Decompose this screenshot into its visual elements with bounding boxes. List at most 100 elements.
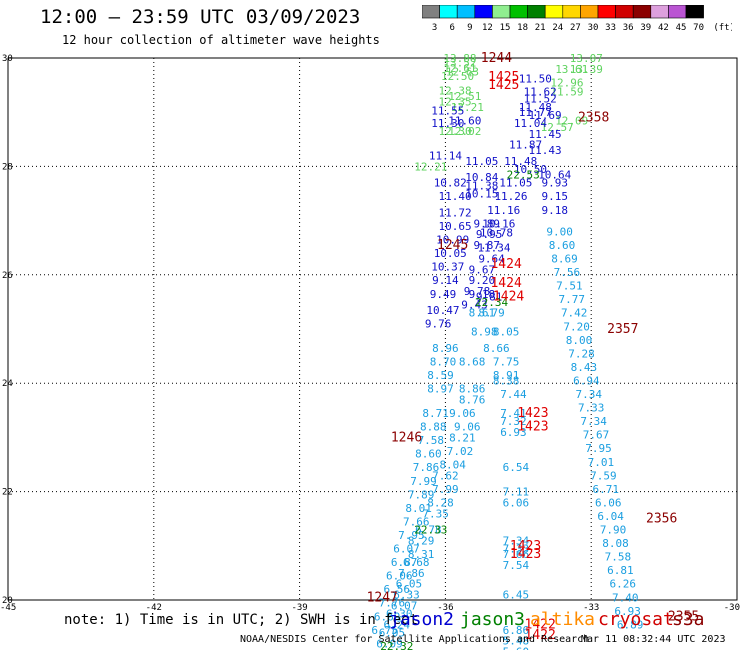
y-tick-label: 28 xyxy=(2,162,13,172)
wave-height-label: 12.51 xyxy=(448,90,481,103)
wave-height-label: 12.35 xyxy=(439,95,472,108)
wave-height-label: 7.67 xyxy=(583,429,610,442)
wave-height-label: 9.15 xyxy=(542,190,569,203)
wave-height-label: 8.98 xyxy=(471,326,498,339)
wave-height-label: 8.88 xyxy=(420,421,447,434)
wave-height-label: 7.58 xyxy=(605,551,632,564)
wave-height-label: 12.96 xyxy=(550,76,583,89)
legend-s3a: s3a xyxy=(672,609,705,630)
wave-height-label: 6.06 xyxy=(386,570,413,583)
wave-height-label: 6.30 xyxy=(386,608,413,621)
wave-height-label: 8.76 xyxy=(459,393,486,406)
wave-height-label: 6.33 xyxy=(393,589,420,602)
pass-time-label: 1422 xyxy=(525,617,556,632)
wave-height-label: 8.69 xyxy=(551,253,578,266)
wave-height-label: 6.26 xyxy=(610,578,637,591)
wave-height-label: 8.38 xyxy=(493,374,520,387)
wave-height-label: 6.89 xyxy=(617,618,644,631)
colorbar-level-label: 18 xyxy=(517,23,528,33)
colorbar-level-label: (ft) xyxy=(713,23,732,33)
wave-height-label: 7.95 xyxy=(585,442,612,455)
x-tick-label: -39 xyxy=(291,603,307,613)
wave-height-label: 9.87 xyxy=(473,239,500,252)
wave-height-label: 11.50 xyxy=(519,73,552,86)
plot-frame xyxy=(7,57,738,601)
colorbar-level-label: 27 xyxy=(570,23,581,33)
colorbar-level-label: 70 xyxy=(693,23,704,33)
colorbar-level-label: 9 xyxy=(467,23,472,33)
wave-height-label: 8.28 xyxy=(427,496,454,509)
pass-time-label: 2357 xyxy=(607,322,638,337)
x-tick-label: -33 xyxy=(583,603,599,613)
wave-height-label: 7.01 xyxy=(588,456,615,469)
pass-time-label: 2358 xyxy=(578,111,609,126)
wave-height-label: 7.89 xyxy=(408,488,435,501)
pass-time-label: 1244 xyxy=(481,51,512,66)
wave-height-label: 7.77 xyxy=(559,293,586,306)
wave-height-label: 10.37 xyxy=(431,261,464,274)
wave-height-label: 6.06 xyxy=(595,496,622,509)
wave-height-label: 8.21 xyxy=(449,431,476,444)
wave-height-label: 7.99 xyxy=(410,475,437,488)
wave-height-label: 7.62 xyxy=(432,469,459,482)
wave-height-label: 6.93 xyxy=(500,426,527,439)
wave-height-label: 7.54 xyxy=(503,559,530,572)
chart-title: 12:00 — 23:59 UTC 03/09/2023 xyxy=(40,6,361,28)
wave-height-label: 12.50 xyxy=(441,70,474,83)
wave-height-label: 9.93 xyxy=(542,177,569,190)
wave-height-label: 6.09 xyxy=(376,637,403,650)
colorbar-level-label: 30 xyxy=(588,23,599,33)
wave-height-label: 8.86 xyxy=(459,383,486,396)
wave-height-label: 13.07 xyxy=(570,52,603,65)
wave-height-label: 6.45 xyxy=(503,589,530,602)
wave-height-label: 8.60 xyxy=(549,239,576,252)
wave-height-label: 11.43 xyxy=(528,144,561,157)
pass-time-label: 1425 xyxy=(488,78,519,93)
wave-height-label: 9.14 xyxy=(432,274,459,287)
wave-height-label: 13.39 xyxy=(570,63,603,76)
y-tick-label: 24 xyxy=(2,379,13,389)
colorbar-level-label: 24 xyxy=(552,23,563,33)
wave-height-label: 8.61 xyxy=(469,307,496,320)
wave-height-label: 9.06 xyxy=(454,421,481,434)
wave-height-label: 6.04 xyxy=(597,510,624,523)
wave-height-label: 11.60 xyxy=(448,114,481,127)
wave-height-label: 7.28 xyxy=(568,347,595,360)
pass-time-label: 2356 xyxy=(646,512,677,527)
wave-height-label: 7.35 xyxy=(422,507,449,520)
colorbar-level-label: 33 xyxy=(605,23,616,33)
pass-time-label: 1422 xyxy=(525,628,556,643)
wave-height-label: 6.69 xyxy=(374,610,401,623)
wave-height-label: 7.34 xyxy=(576,388,603,401)
wave-height-label: 13.88 xyxy=(443,52,476,65)
colorbar-level-label: 36 xyxy=(623,23,634,33)
wave-height-label: 6.75 xyxy=(371,624,398,637)
wave-height-label: 11.26 xyxy=(494,190,527,203)
wave-height-label: 9.64 xyxy=(478,253,505,266)
wave-height-label: 7.66 xyxy=(403,515,430,528)
wave-height-label: 9.76 xyxy=(425,318,452,331)
wave-height-label: 6.05 xyxy=(396,578,423,591)
wave-height-label: 9.78 xyxy=(464,285,491,298)
wave-height-label: 7.40 xyxy=(612,591,639,604)
wave-height-label: 7.44 xyxy=(500,388,527,401)
x-tick-label: -30 xyxy=(724,603,740,613)
wave-height-label: 7.90 xyxy=(600,524,627,537)
wave-height-label: 11.55 xyxy=(431,105,464,118)
wave-height-label: 10.64 xyxy=(538,169,571,182)
colorbar-level-label: 42 xyxy=(658,23,669,33)
wave-height-label: 8.66 xyxy=(483,342,510,355)
colorbar-level-label: 45 xyxy=(676,23,687,33)
wave-height-label: 11.04 xyxy=(514,117,547,130)
wave-height-label: 8.08 xyxy=(602,537,629,550)
wave-height-label: 6.68 xyxy=(403,556,430,569)
wave-height-label: 7.11 xyxy=(503,486,530,499)
wave-height-label: 7.86 xyxy=(398,567,425,580)
wave-height-label: 10.99 xyxy=(436,234,469,247)
wave-height-label: 10.16 xyxy=(482,217,515,230)
colorbar-level-label: 6 xyxy=(449,23,454,33)
wave-height-label: 8.60 xyxy=(415,448,442,461)
wave-height-label: 7.95 xyxy=(398,529,425,542)
